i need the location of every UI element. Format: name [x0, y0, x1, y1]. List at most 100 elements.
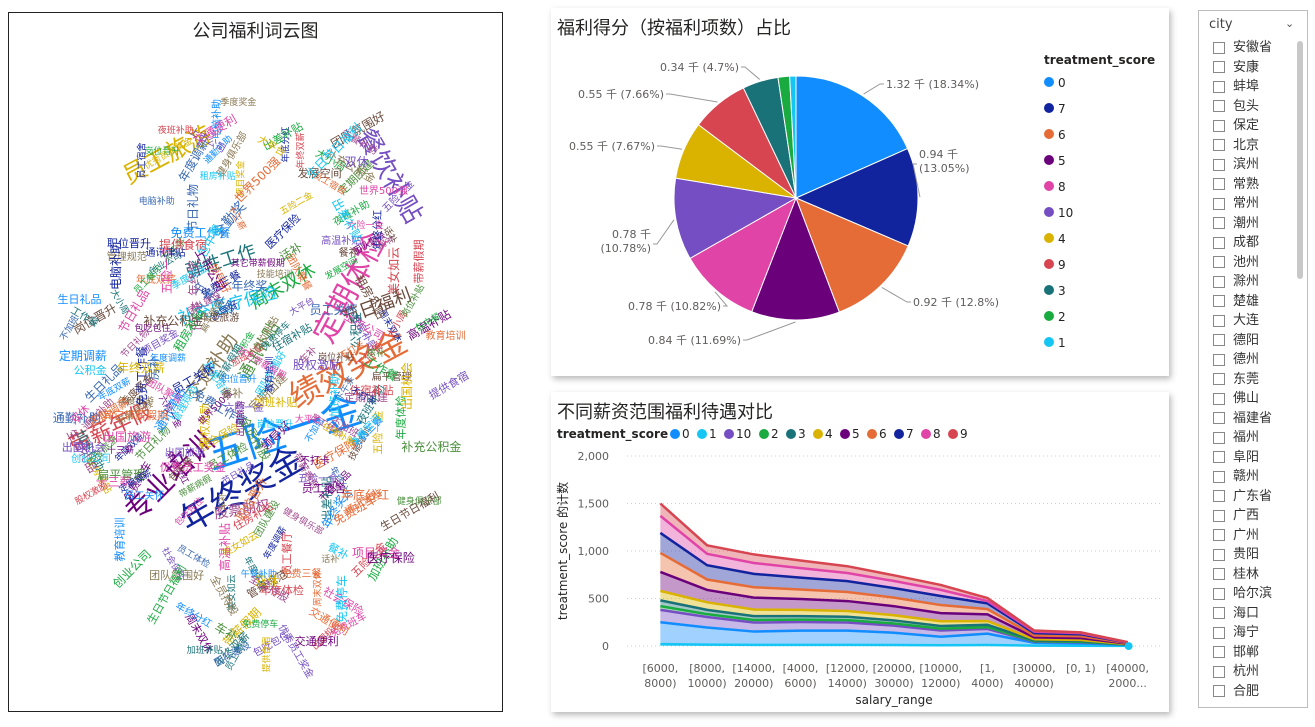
pie-legend-label[interactable]: 7 — [1058, 102, 1066, 116]
slicer-item[interactable]: 福州 — [1213, 429, 1259, 447]
slicer-item[interactable]: 桂林 — [1213, 566, 1259, 584]
slicer-item[interactable]: 贵阳 — [1213, 546, 1259, 564]
area-legend-label[interactable]: 6 — [879, 427, 887, 441]
area-legend-label[interactable]: 1 — [709, 427, 717, 441]
slicer-item[interactable]: 福建省 — [1213, 410, 1272, 428]
area-legend-label[interactable]: 4 — [825, 427, 833, 441]
area-legend-marker[interactable] — [867, 429, 877, 439]
slicer-item[interactable]: 楚雄 — [1213, 293, 1259, 311]
line-series-9[interactable] — [659, 502, 1128, 644]
slicer-item[interactable]: 佛山 — [1213, 390, 1259, 408]
checkbox[interactable] — [1213, 158, 1225, 171]
area-chart[interactable]: treatment_score 0 1 10 2 3 4 5 6 7 8 9 2,000 1,500 1,0… — [551, 392, 1169, 712]
slicer-item[interactable]: 常熟 — [1213, 176, 1259, 194]
pie-legend-marker[interactable] — [1044, 311, 1054, 321]
checkbox[interactable] — [1213, 217, 1225, 229]
pie-slice-8[interactable] — [689, 196, 797, 313]
area-legend-label[interactable]: 3 — [798, 427, 806, 441]
slicer-item[interactable]: 合肥 — [1213, 683, 1259, 701]
slicer-item[interactable]: 广州 — [1213, 527, 1259, 545]
area-legend-label[interactable]: 2 — [771, 427, 779, 441]
slicer-item[interactable]: 保定 — [1213, 117, 1259, 135]
slicer-item[interactable]: 杭州 — [1213, 663, 1259, 681]
checkbox[interactable] — [1213, 373, 1225, 385]
pie-chart[interactable]: 1.32 千 (18.34%) 0.94 千(13.05%) 0.92 千 (12.… — [551, 8, 1169, 376]
area-legend-marker[interactable] — [759, 429, 769, 439]
slicer-item[interactable]: 蚌埠 — [1213, 78, 1259, 96]
pie-legend-label[interactable]: 0 — [1058, 76, 1066, 90]
slicer-item[interactable]: 安徽省 — [1213, 39, 1272, 57]
checkbox[interactable] — [1213, 61, 1225, 73]
slicer-item[interactable]: 包头 — [1213, 98, 1259, 116]
slicer-item[interactable]: 成都 — [1213, 234, 1259, 252]
checkbox[interactable] — [1213, 314, 1225, 327]
pie-legend-label[interactable]: 8 — [1058, 180, 1066, 194]
area-legend-label[interactable]: 10 — [736, 427, 751, 441]
pie-legend-marker[interactable] — [1044, 155, 1054, 165]
area-legend-marker[interactable] — [948, 429, 958, 439]
checkbox[interactable] — [1213, 646, 1225, 658]
city-slicer[interactable]: city ⌄ 安徽省 安康 蚌埠 包头 保定 北京 滨州 常熟 常州 潮州 成都 池州 滁州 楚雄 大连 德阳… — [1198, 10, 1308, 708]
checkbox[interactable] — [1213, 392, 1225, 405]
area-legend-marker[interactable] — [786, 429, 796, 439]
pie-slice-0[interactable] — [795, 75, 909, 199]
slicer-item[interactable]: 东莞 — [1213, 371, 1259, 389]
checkbox[interactable] — [1213, 548, 1225, 561]
pie-legend-marker[interactable] — [1044, 103, 1054, 113]
pie-legend-marker[interactable] — [1044, 285, 1054, 295]
slicer-item[interactable]: 邯郸 — [1213, 644, 1259, 662]
area-legend-marker[interactable] — [921, 429, 931, 439]
checkbox[interactable] — [1213, 236, 1225, 249]
checkbox[interactable] — [1213, 178, 1225, 190]
area-legend-label[interactable]: 7 — [906, 427, 914, 441]
checkbox[interactable] — [1213, 685, 1225, 697]
area-series-0[interactable] — [660, 622, 1128, 646]
slicer-item[interactable]: 安康 — [1213, 59, 1259, 77]
slicer-item[interactable]: 池州 — [1213, 254, 1259, 272]
pie-slice-6[interactable] — [795, 197, 909, 313]
slicer-item[interactable]: 哈尔滨 — [1213, 585, 1272, 603]
checkbox[interactable] — [1213, 334, 1225, 346]
area-legend-label[interactable]: 5 — [852, 427, 860, 441]
pie-legend-label[interactable]: 4 — [1058, 232, 1066, 246]
pie-legend-marker[interactable] — [1044, 129, 1054, 139]
line-series-5[interactable] — [659, 570, 1128, 645]
checkbox[interactable] — [1213, 665, 1225, 678]
line-series-7[interactable] — [659, 531, 1128, 644]
pie-legend-label[interactable]: 6 — [1058, 128, 1066, 142]
pie-legend-label[interactable]: 1 — [1058, 336, 1066, 350]
slicer-item[interactable]: 滨州 — [1213, 156, 1259, 174]
slicer-item[interactable]: 广东省 — [1213, 488, 1272, 506]
line-series-6[interactable] — [659, 551, 1128, 645]
checkbox[interactable] — [1213, 607, 1225, 619]
pie-legend-label[interactable]: 2 — [1058, 310, 1066, 324]
checkbox[interactable] — [1213, 41, 1225, 54]
slicer-item[interactable]: 滁州 — [1213, 273, 1259, 291]
slicer-item[interactable]: 大连 — [1213, 312, 1259, 330]
slicer-item[interactable]: 德州 — [1213, 351, 1259, 369]
slicer-item[interactable]: 广西 — [1213, 507, 1259, 525]
pie-legend-marker[interactable] — [1044, 259, 1054, 269]
slicer-item[interactable]: 潮州 — [1213, 215, 1259, 233]
checkbox[interactable] — [1213, 80, 1225, 93]
area-legend-marker[interactable] — [724, 429, 734, 439]
pie-legend-label[interactable]: 3 — [1058, 284, 1066, 298]
checkbox[interactable] — [1213, 353, 1225, 366]
area-legend-marker[interactable] — [670, 429, 680, 439]
area-legend-marker[interactable] — [894, 429, 904, 439]
checkbox[interactable] — [1213, 587, 1225, 600]
line-series-4[interactable] — [660, 589, 1128, 646]
pie-slice-10[interactable] — [673, 177, 798, 260]
checkbox[interactable] — [1213, 119, 1225, 132]
pie-legend-marker[interactable] — [1044, 207, 1054, 217]
chevron-down-icon[interactable]: ⌄ — [1285, 17, 1295, 30]
pie-slice-7[interactable] — [794, 147, 919, 247]
checkbox[interactable] — [1213, 431, 1225, 444]
checkbox[interactable] — [1213, 412, 1225, 424]
checkbox[interactable] — [1213, 197, 1225, 210]
slicer-item[interactable]: 北京 — [1213, 137, 1259, 155]
checkbox[interactable] — [1213, 626, 1225, 639]
checkbox[interactable] — [1213, 490, 1225, 502]
area-legend-marker[interactable] — [813, 429, 823, 439]
line-series-1[interactable] — [660, 642, 1128, 648]
